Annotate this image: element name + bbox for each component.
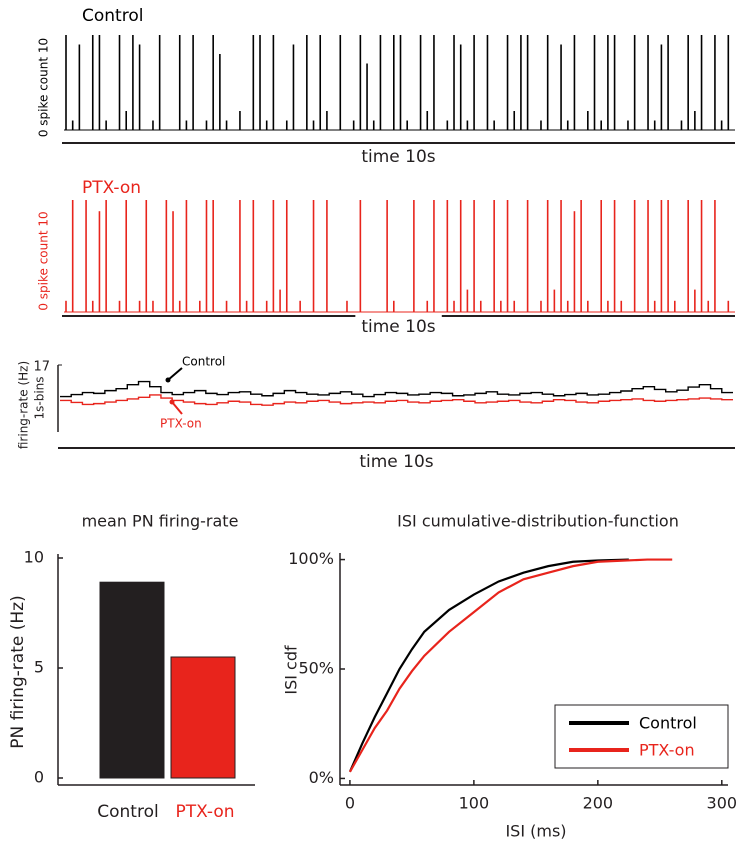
y-axis-label: 0 spike count 10 xyxy=(37,211,51,310)
x-axis-label: time 10s xyxy=(359,452,433,472)
cdf-line xyxy=(348,558,629,773)
legend-label: PTX-on xyxy=(639,741,695,760)
y-axis-label: 0 spike count 10 xyxy=(37,38,51,137)
y-tick-label: 10 xyxy=(24,548,44,567)
chart-title: ISI cumulative-distribution-function xyxy=(397,512,679,531)
label-background xyxy=(353,450,440,474)
legend-box xyxy=(554,704,729,769)
annotation: PTX-on xyxy=(160,417,202,431)
bar xyxy=(170,656,236,779)
x-tick-label: 300 xyxy=(707,794,738,813)
x-tick-label: 200 xyxy=(583,794,614,813)
arrow-head xyxy=(165,377,171,383)
y-tick-label: 0% xyxy=(309,768,334,787)
annotation-arrow xyxy=(171,401,183,415)
label-background xyxy=(355,145,442,169)
annotation: Control xyxy=(182,355,225,369)
y-axis-label: PN firing-rate (Hz) xyxy=(8,595,28,748)
rate-line xyxy=(60,394,733,406)
x-axis-label: ISI (ms) xyxy=(505,822,566,841)
x-tick-label: Control xyxy=(97,802,158,822)
y-tick-label: 5 xyxy=(34,658,44,677)
panel-title: PTX-on xyxy=(82,178,141,198)
bar xyxy=(99,581,165,779)
y-tick-label: 50% xyxy=(298,659,334,678)
cdf-line xyxy=(348,558,673,773)
label-background xyxy=(355,315,442,339)
annotation-arrow xyxy=(167,367,183,381)
legend-label: Control xyxy=(639,714,697,733)
arrow-head xyxy=(169,399,175,405)
y-axis-label: firing-rate (Hz) xyxy=(17,361,31,449)
x-tick-label: 100 xyxy=(459,794,490,813)
x-axis-label: time 10s xyxy=(361,147,435,167)
y-tick-label: 0 xyxy=(34,768,44,787)
y-axis-label: ISI cdf xyxy=(282,645,301,695)
panel-title: Control xyxy=(82,6,143,26)
y-tick-label: 17 xyxy=(33,360,50,375)
x-tick-label: PTX-on xyxy=(175,802,234,822)
x-axis-label: time 10s xyxy=(361,317,435,337)
y-tick-label: 100% xyxy=(288,549,334,568)
y-axis-label: 1s-bins xyxy=(33,376,47,419)
x-tick-label: 0 xyxy=(345,794,355,813)
rate-line xyxy=(60,380,733,398)
chart-title: mean PN firing-rate xyxy=(82,512,239,531)
